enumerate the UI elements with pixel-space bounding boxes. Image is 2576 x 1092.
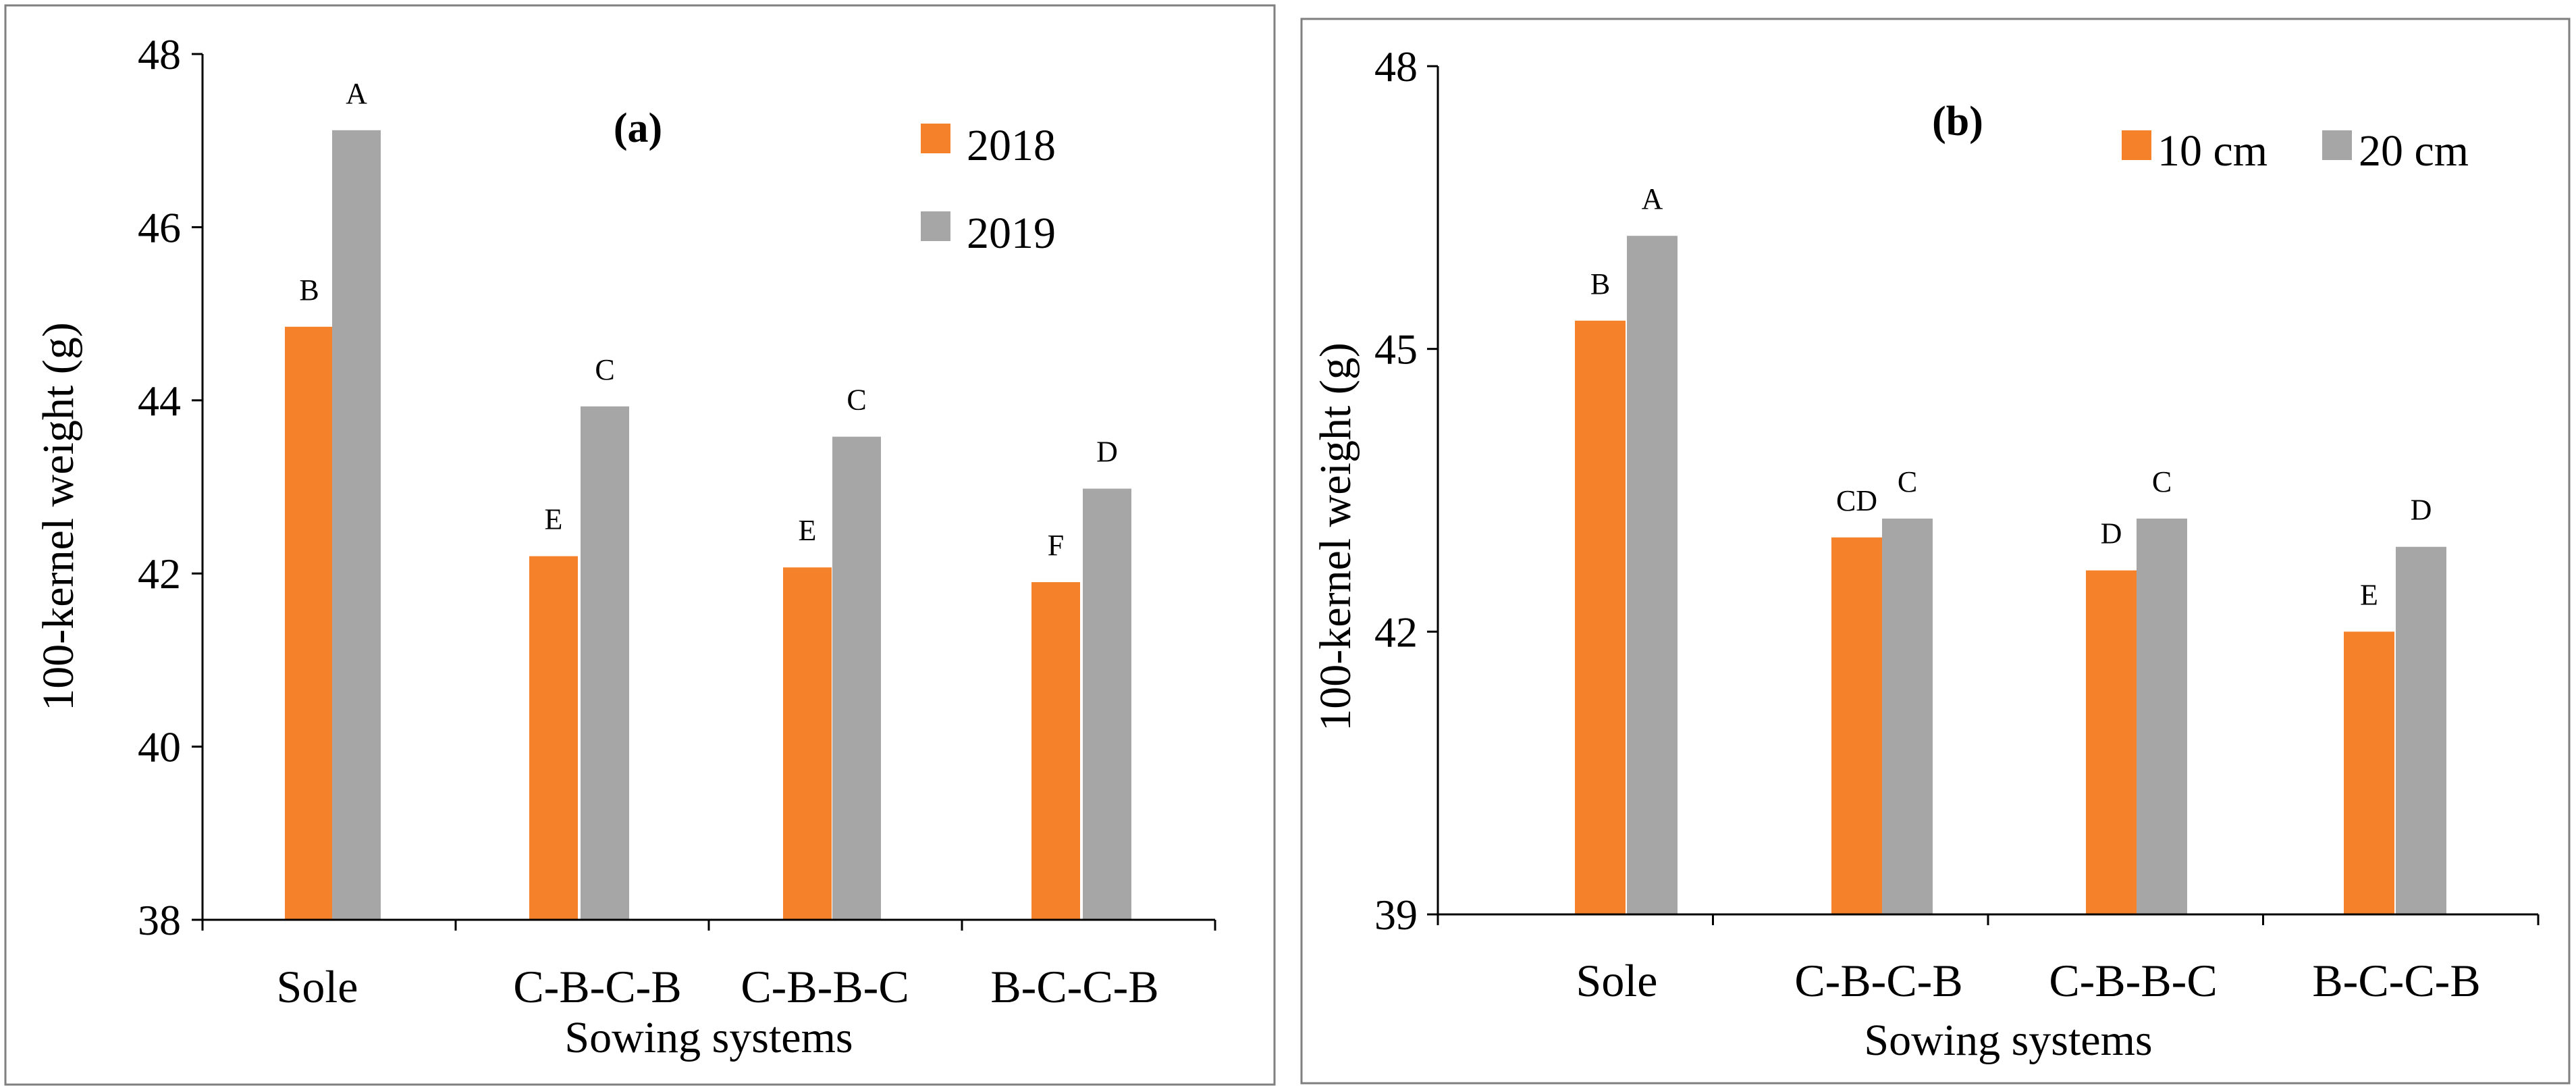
- panel-b-axes: [1437, 66, 2538, 916]
- y-tick-label: 48: [138, 30, 181, 78]
- bar-label: C: [595, 353, 614, 386]
- legend-label-2018: 2018: [967, 121, 1056, 170]
- bar-label: CD: [1836, 484, 1877, 517]
- y-tick-label: 42: [1374, 608, 1418, 656]
- bar-label: E: [799, 514, 817, 547]
- bar-label: E: [2360, 578, 2378, 611]
- y-tick-label: 46: [138, 203, 181, 251]
- bar-10cm-C-B-B-C: [2086, 570, 2137, 914]
- x-tick-label: C-B-C-B: [1794, 955, 1962, 1006]
- bar-label: B: [299, 274, 319, 307]
- panel-a-axes: [201, 54, 1215, 921]
- panel-a-ylabel: 100-kernel weight (g): [34, 322, 83, 710]
- y-tick-label: 38: [138, 896, 181, 944]
- panel-b-x-ticks: Sole C-B-C-B C-B-B-C B-C-C-B: [1437, 914, 2540, 1006]
- bar-20cm-B-C-C-B: [2396, 546, 2446, 914]
- bar-label: B: [1590, 267, 1610, 301]
- x-tick-label: C-B-B-C: [741, 961, 909, 1012]
- legend-swatch-20cm: [2322, 130, 2352, 160]
- x-tick-label: Sole: [277, 961, 358, 1012]
- panel-a-title: (a): [614, 105, 662, 151]
- y-tick-label: 42: [138, 550, 181, 598]
- bar-20cm-C-B-B-C: [2137, 518, 2187, 914]
- y-tick-label: 39: [1374, 891, 1418, 939]
- bar-label: D: [2101, 517, 2122, 550]
- bar-2019-C-B-B-C: [832, 436, 881, 920]
- bar-label: A: [1642, 182, 1663, 215]
- panel-b-chart: (b) 100-kernel weight (g) Sowing systems…: [1311, 43, 2540, 1065]
- panel-a-x-ticks: Sole C-B-C-B C-B-B-C B-C-C-B: [201, 920, 1216, 1012]
- bar-2019-Sole: [332, 130, 381, 920]
- panel-b-ylabel: 100-kernel weight (g): [1311, 342, 1360, 731]
- bar-2019-C-B-C-B: [581, 406, 629, 920]
- bar-label: A: [346, 77, 367, 110]
- bar-label: C: [2152, 465, 2172, 498]
- bar-2019-B-C-C-B: [1083, 488, 1131, 920]
- legend-swatch-2018: [921, 124, 950, 153]
- legend-label-20cm: 20 cm: [2359, 126, 2469, 176]
- bar-label: E: [545, 503, 563, 536]
- bar-20cm-C-B-C-B: [1882, 518, 1933, 914]
- bar-label: D: [2411, 494, 2432, 527]
- x-tick-label: C-B-B-C: [2049, 955, 2217, 1006]
- panel-b-frame: [1300, 18, 2571, 1085]
- panel-a-xlabel: Sowing systems: [564, 1013, 853, 1062]
- bar-label: C: [847, 384, 866, 417]
- legend-swatch-2019: [921, 211, 950, 241]
- panel-a-legend: 2018 2019: [921, 121, 1056, 258]
- x-tick-label: C-B-C-B: [513, 961, 681, 1012]
- y-tick-label: 40: [138, 723, 181, 771]
- x-tick-label: B-C-C-B: [2312, 955, 2480, 1006]
- bar-label: D: [1096, 436, 1118, 469]
- panel-a-chart: (a) 100-kernel weight (g) Sowing systems…: [34, 30, 1216, 1062]
- panel-b-xlabel: Sowing systems: [1864, 1016, 2152, 1065]
- bar-2018-Sole: [285, 326, 333, 920]
- bar-10cm-Sole: [1575, 320, 1626, 914]
- y-tick-label: 44: [138, 377, 181, 425]
- x-tick-label: B-C-C-B: [990, 961, 1158, 1012]
- panel-b-title: (b): [1932, 99, 1983, 145]
- panel-a-bars: [285, 130, 1131, 920]
- bar-20cm-Sole: [1627, 236, 1678, 914]
- panel-a-y-ticks: 38 40 42 44 46 48: [138, 30, 203, 944]
- panel-b-legend: 10 cm 20 cm: [2122, 126, 2469, 176]
- panel-b-bars: [1575, 236, 2446, 914]
- bar-10cm-C-B-C-B: [1831, 537, 1882, 914]
- bar-2018-C-B-B-C: [783, 567, 832, 920]
- bar-2018-C-B-C-B: [529, 556, 578, 920]
- y-tick-label: 48: [1374, 43, 1418, 90]
- bar-2018-B-C-C-B: [1031, 582, 1080, 920]
- panel-a-bar-labels: B E E F A C C D: [299, 77, 1118, 562]
- legend-swatch-10cm: [2122, 130, 2151, 160]
- panel-b-y-ticks: 39 42 45 48: [1374, 43, 1438, 939]
- bar-label: F: [1048, 529, 1064, 562]
- legend-label-10cm: 10 cm: [2157, 126, 2268, 176]
- y-tick-label: 45: [1374, 326, 1418, 373]
- bar-label: C: [1898, 465, 1917, 498]
- x-tick-label: Sole: [1576, 955, 1658, 1006]
- bar-10cm-B-C-C-B: [2344, 631, 2394, 914]
- legend-label-2019: 2019: [967, 209, 1056, 258]
